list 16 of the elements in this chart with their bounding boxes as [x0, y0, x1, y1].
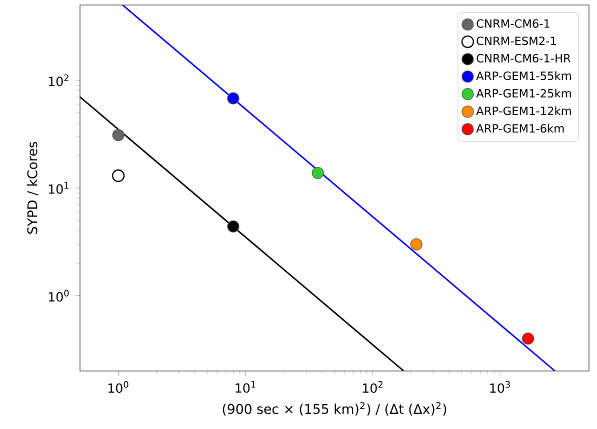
legend-label: CNRM-CM6-1 [476, 19, 550, 28]
y-axis-title: SYPD / kCores [26, 142, 38, 234]
legend-label: ARP-GEM1-12km [476, 106, 571, 116]
y-tick-label: 10$^{1}$ [48, 182, 68, 194]
x-tick-label: 10$^{2}$ [362, 381, 382, 393]
legend-label: ARP-GEM1-25km [476, 88, 571, 98]
x-tick-label: 10$^{3}$ [490, 381, 510, 393]
x-tick-label: 10$^{1}$ [236, 381, 256, 393]
y-tick-label: 10$^{0}$ [48, 290, 69, 302]
x-tick-label: 10$^{0}$ [108, 381, 128, 393]
legend-label: ARP-GEM1-55km [476, 71, 571, 80]
legend-label: CNRM-CM6-1-HR [476, 54, 571, 63]
x-axis-title: (900 sec × (155 km)$^{2}$) / (Δt (Δx)$^{2}$) [222, 402, 446, 416]
legend-label: ARP-GEM1-6km [476, 124, 564, 133]
legend-label: CNRM-ESM2-1 [476, 36, 556, 46]
y-tick-label: 10$^{2}$ [48, 74, 68, 86]
